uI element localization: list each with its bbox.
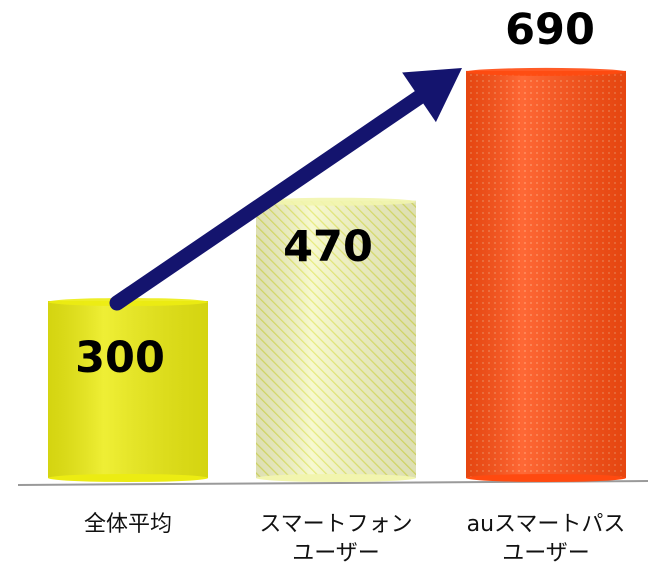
category-label-line2: ユーザー: [292, 541, 380, 566]
arrow-head: [402, 68, 462, 123]
bar-shade: [466, 70, 626, 479]
value-label-1: 300: [75, 333, 165, 383]
category-label-1: 全体平均: [28, 510, 228, 539]
category-label-line1: 全体平均: [83, 512, 172, 537]
bar-top: [466, 67, 626, 76]
category-label-2: スマートフォン ユーザー: [236, 510, 436, 568]
value-labels: 300 470 690: [75, 5, 595, 383]
bar-bottom: [48, 474, 208, 482]
bar-2: [256, 197, 416, 482]
bar-shade: [256, 200, 416, 478]
bar-3: [466, 67, 626, 482]
bar-bottom: [256, 474, 416, 482]
category-label-line1: auスマートパス: [466, 512, 626, 537]
value-label-3: 690: [505, 5, 595, 55]
value-label-2: 470: [283, 222, 373, 272]
bar-bottom: [466, 474, 626, 482]
bar-1: [48, 298, 208, 482]
bar-top: [256, 197, 416, 206]
category-label-line2: ユーザー: [502, 541, 590, 566]
category-label-line1: スマートフォン: [259, 512, 413, 537]
category-label-3: auスマートパス ユーザー: [446, 510, 646, 568]
arrow-shaft: [109, 89, 427, 311]
bars: [48, 67, 626, 482]
trend-arrow: [109, 68, 462, 311]
bar-shade: [48, 301, 208, 478]
